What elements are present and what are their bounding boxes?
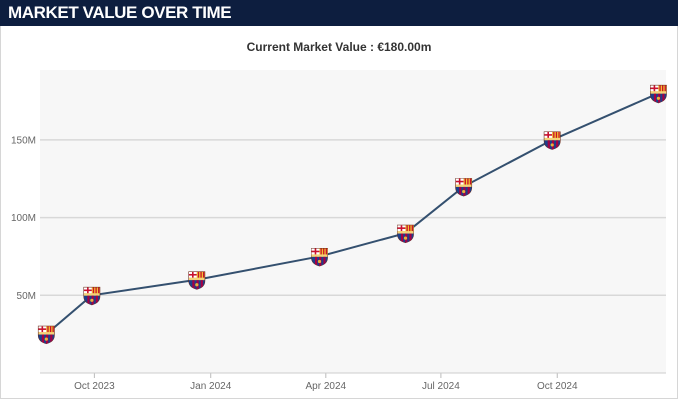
grid-lines bbox=[40, 139, 666, 297]
y-tick-label: 100M bbox=[11, 213, 36, 224]
header-bar: MARKET VALUE OVER TIME bbox=[0, 0, 678, 26]
x-tick-label: Jan 2024 bbox=[190, 381, 232, 392]
plot-area bbox=[40, 70, 666, 373]
x-tick-label: Apr 2024 bbox=[306, 381, 347, 392]
chart-subtitle: Current Market Value : €180.00m bbox=[246, 40, 432, 54]
x-tick-label: Oct 2024 bbox=[537, 381, 578, 392]
y-tick-label: 50M bbox=[17, 291, 36, 302]
series-line-layer bbox=[45, 92, 659, 335]
x-tick-label: Jul 2024 bbox=[422, 381, 460, 392]
page-title: MARKET VALUE OVER TIME bbox=[8, 3, 232, 22]
x-tick-label: Oct 2023 bbox=[74, 381, 115, 392]
y-tick-label: 150M bbox=[11, 135, 36, 146]
market-value-line bbox=[45, 92, 659, 335]
axis-labels: 50M 100M 150M Oct 2023 Jan 2024 Apr 2024 Jul 2… bbox=[11, 135, 666, 392]
